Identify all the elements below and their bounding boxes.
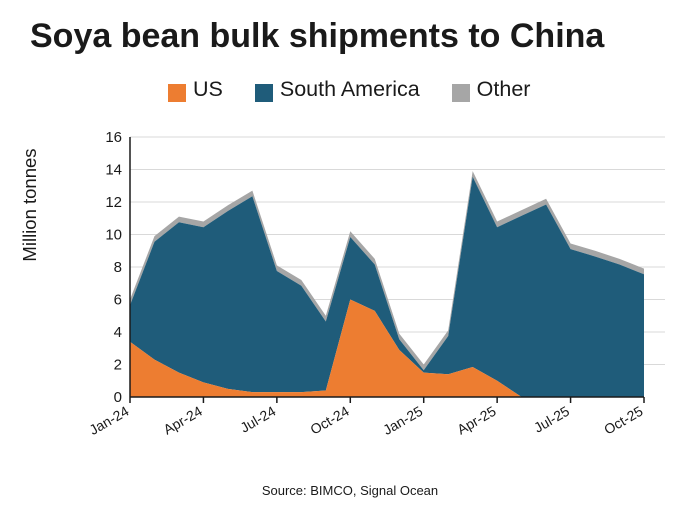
- svg-text:Jan-25: Jan-25: [380, 403, 425, 438]
- svg-text:16: 16: [105, 129, 122, 146]
- svg-text:6: 6: [114, 292, 122, 309]
- svg-text:12: 12: [105, 194, 122, 211]
- svg-text:Jan-24: Jan-24: [86, 403, 131, 438]
- svg-text:14: 14: [105, 162, 122, 179]
- svg-text:8: 8: [114, 259, 122, 276]
- svg-text:2: 2: [114, 357, 122, 374]
- svg-text:Jul-24: Jul-24: [237, 403, 278, 436]
- svg-text:10: 10: [105, 227, 122, 244]
- svg-text:Apr-25: Apr-25: [454, 403, 499, 438]
- svg-text:4: 4: [114, 324, 122, 341]
- svg-text:Oct-25: Oct-25: [601, 403, 646, 438]
- svg-text:Apr-24: Apr-24: [161, 403, 206, 438]
- svg-text:Oct-24: Oct-24: [307, 403, 352, 438]
- svg-text:Jul-25: Jul-25: [531, 403, 572, 436]
